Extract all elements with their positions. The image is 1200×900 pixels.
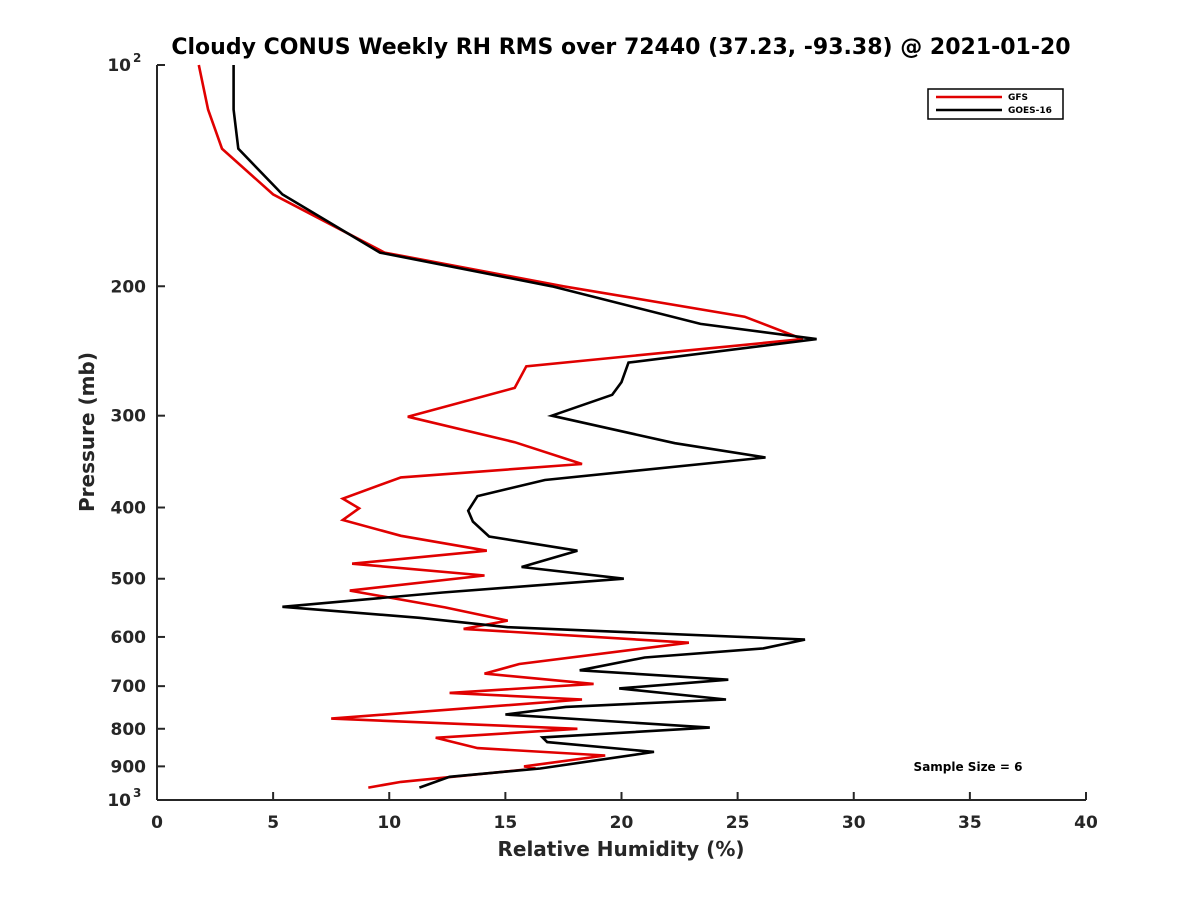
series-line-gfs: [197, 64, 804, 789]
y-axis-label: Pressure (mb): [75, 352, 99, 512]
x-tick-label: 15: [494, 813, 518, 833]
series-layer: [197, 64, 817, 789]
y-tick-label: 900: [111, 757, 147, 777]
x-tick-label: 20: [610, 813, 634, 833]
y-tick-label: 300: [111, 407, 147, 427]
x-tick-label: 10: [377, 813, 401, 833]
y-tick-label: 600: [111, 628, 147, 648]
y-tick-label: 700: [111, 677, 147, 697]
chart-title: Cloudy CONUS Weekly RH RMS over 72440 (3…: [171, 35, 1070, 60]
x-ticks: 0 5 10 15 20 25 30 35 40: [151, 792, 1098, 833]
y-tick-exponent: 2: [133, 51, 141, 65]
legend-label-goes16: GOES-16: [1008, 106, 1052, 116]
y-tick-label: 10: [107, 56, 131, 76]
x-tick-label: 5: [267, 813, 279, 833]
y-tick-label: 800: [111, 720, 147, 740]
y-tick-label: 10: [107, 791, 131, 811]
sample-size-annotation: Sample Size = 6: [914, 760, 1023, 774]
x-tick-label: 25: [726, 813, 750, 833]
x-axis-label: Relative Humidity (%): [497, 837, 744, 861]
legend-box: [927, 88, 1064, 120]
x-tick-label: 30: [842, 813, 866, 833]
legend: GFS GOES-16: [927, 88, 1064, 120]
y-tick-label: 500: [111, 570, 147, 590]
series-line-goes16: [232, 65, 817, 789]
y-tick-label: 400: [111, 499, 147, 519]
x-tick-label: 40: [1074, 813, 1098, 833]
legend-label-gfs: GFS: [1008, 93, 1028, 103]
y-tick-exponent: 3: [133, 786, 141, 800]
x-tick-label: 35: [958, 813, 982, 833]
y-tick-label: 200: [111, 277, 147, 297]
x-tick-label: 0: [151, 813, 163, 833]
